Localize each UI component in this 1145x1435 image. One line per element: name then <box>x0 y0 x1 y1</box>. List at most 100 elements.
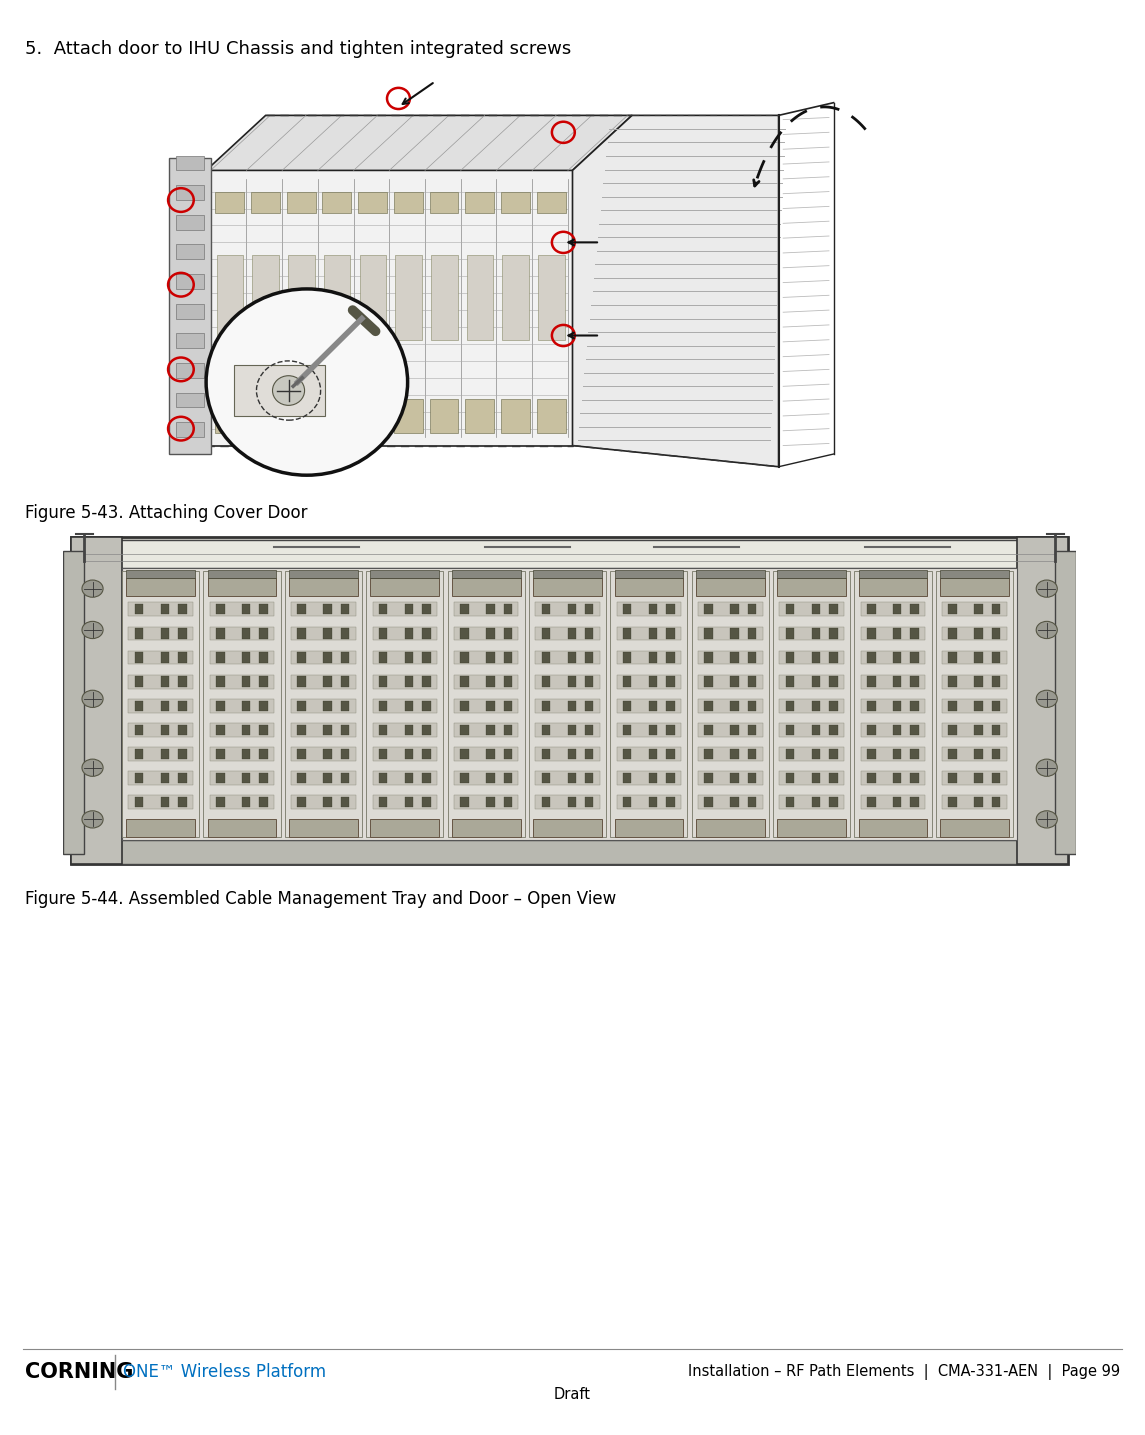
Bar <box>160 773 169 784</box>
Bar <box>504 725 512 735</box>
Bar <box>780 771 844 785</box>
Text: ONE™ Wireless Platform: ONE™ Wireless Platform <box>123 1363 325 1380</box>
Bar <box>535 748 600 761</box>
Bar <box>179 700 187 710</box>
Bar <box>234 364 325 416</box>
Bar <box>323 725 332 735</box>
Bar <box>942 627 1006 640</box>
Bar <box>948 604 957 614</box>
Bar <box>780 748 844 761</box>
Bar <box>535 723 600 736</box>
Bar <box>785 796 795 808</box>
Bar <box>176 215 204 230</box>
Bar <box>216 676 224 687</box>
Bar <box>405 700 413 710</box>
Bar <box>940 819 1009 837</box>
Bar <box>176 244 204 260</box>
Bar <box>371 570 440 578</box>
Bar <box>405 604 413 614</box>
Bar <box>529 571 606 837</box>
Bar <box>453 795 519 809</box>
Bar <box>460 796 468 808</box>
Bar <box>504 629 512 639</box>
Circle shape <box>1036 621 1057 639</box>
Bar <box>487 796 495 808</box>
Bar <box>298 725 306 735</box>
Bar <box>504 773 512 784</box>
Bar <box>123 571 199 837</box>
Text: 5.  Attach door to IHU Chassis and tighten integrated screws: 5. Attach door to IHU Chassis and tighte… <box>25 40 571 59</box>
Bar <box>974 796 982 808</box>
Bar <box>215 399 244 433</box>
Bar <box>617 771 681 785</box>
Bar <box>487 676 495 687</box>
Bar <box>812 796 820 808</box>
Bar <box>829 676 837 687</box>
Bar <box>893 653 901 663</box>
Bar <box>487 700 495 710</box>
Bar <box>207 819 276 837</box>
Bar <box>773 571 851 837</box>
Bar <box>623 749 631 759</box>
Bar <box>372 674 437 689</box>
Bar <box>910 773 919 784</box>
Bar <box>360 255 386 340</box>
Bar <box>135 773 143 784</box>
Bar <box>666 700 674 710</box>
Bar <box>460 773 468 784</box>
Bar <box>585 700 593 710</box>
Bar <box>649 676 657 687</box>
Bar <box>748 749 756 759</box>
Bar <box>216 725 224 735</box>
Bar <box>829 629 837 639</box>
Bar <box>692 571 768 837</box>
Bar <box>160 749 169 759</box>
Bar <box>298 700 306 710</box>
Bar <box>623 604 631 614</box>
Bar <box>568 700 576 710</box>
Bar <box>242 796 251 808</box>
Bar <box>135 629 143 639</box>
Bar <box>829 700 837 710</box>
Bar <box>704 773 713 784</box>
Bar <box>910 604 919 614</box>
Bar <box>379 773 387 784</box>
Bar <box>542 700 550 710</box>
Bar <box>861 748 925 761</box>
Bar <box>992 700 1001 710</box>
Bar <box>698 603 763 616</box>
Bar <box>568 676 576 687</box>
Bar <box>731 604 739 614</box>
Text: Figure 5-43. Attaching Cover Door: Figure 5-43. Attaching Cover Door <box>25 504 308 522</box>
Bar <box>176 393 204 408</box>
Bar <box>242 629 251 639</box>
Bar <box>379 725 387 735</box>
Bar <box>777 570 846 578</box>
Bar <box>298 604 306 614</box>
Bar <box>379 796 387 808</box>
Bar <box>585 653 593 663</box>
Bar <box>948 796 957 808</box>
Bar <box>748 796 756 808</box>
Bar <box>210 627 275 640</box>
Bar <box>260 725 268 735</box>
Bar <box>289 819 357 837</box>
Bar <box>867 629 876 639</box>
Bar <box>649 773 657 784</box>
Bar <box>731 676 739 687</box>
Bar <box>974 653 982 663</box>
Bar <box>829 773 837 784</box>
Bar <box>210 795 275 809</box>
Bar <box>731 749 739 759</box>
Bar <box>423 653 431 663</box>
Bar <box>535 674 600 689</box>
Bar <box>341 604 349 614</box>
Bar <box>379 604 387 614</box>
Bar <box>323 700 332 710</box>
Bar <box>394 191 423 212</box>
Bar <box>216 653 224 663</box>
Bar <box>785 700 795 710</box>
Bar <box>291 795 356 809</box>
Bar <box>405 773 413 784</box>
Bar <box>585 604 593 614</box>
